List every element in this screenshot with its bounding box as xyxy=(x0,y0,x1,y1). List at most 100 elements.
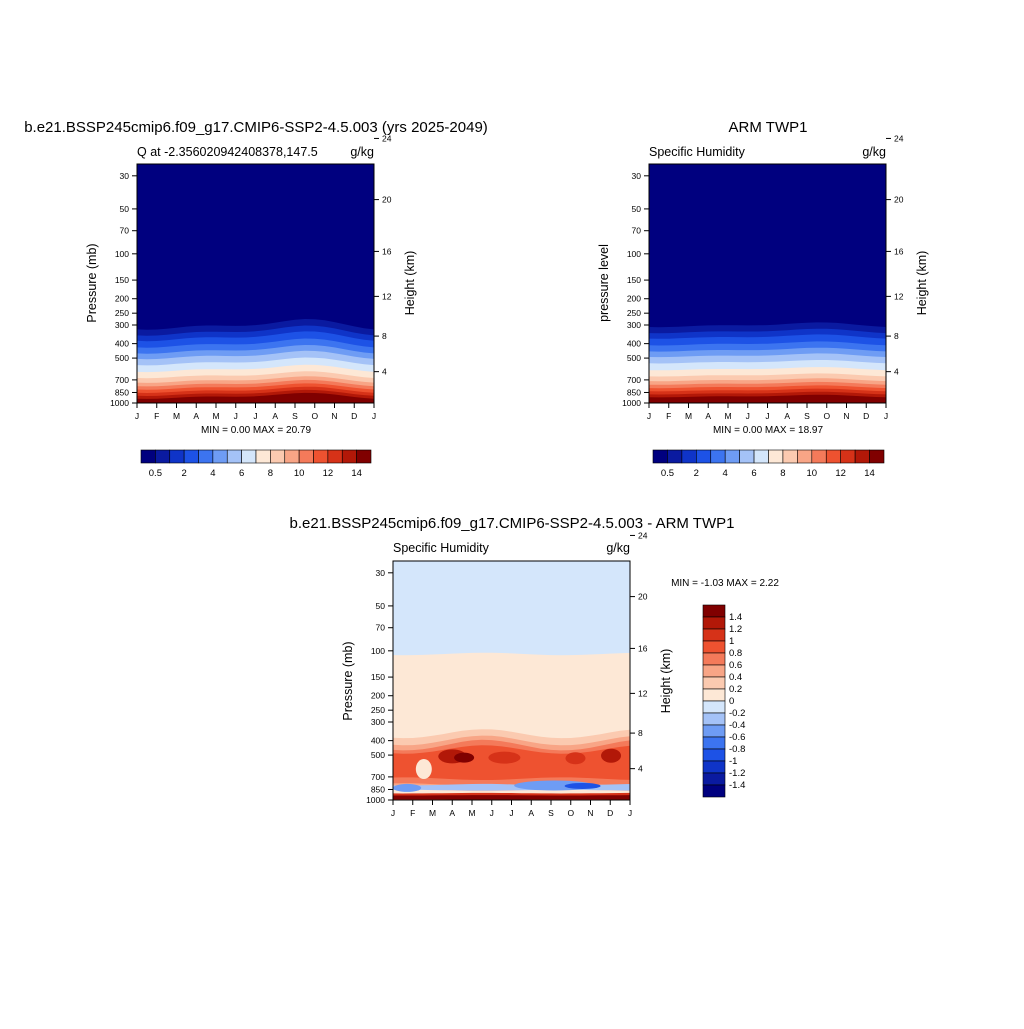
pressure-tick-label: 100 xyxy=(115,249,129,259)
colorbar-label: 6 xyxy=(751,468,756,479)
colorbar-box xyxy=(768,449,784,464)
colorbar-box xyxy=(652,449,668,464)
colorbar-box xyxy=(183,449,199,464)
colorbar-label: 0.2 xyxy=(729,684,742,695)
month-tick-label: J xyxy=(746,411,750,421)
month-tick-label: M xyxy=(468,808,475,818)
panel-2-contour-field xyxy=(649,164,886,403)
month-tick-label: M xyxy=(685,411,692,421)
month-tick-label: N xyxy=(587,808,593,818)
pressure-tick-label: 50 xyxy=(376,601,386,611)
panel-2-height-axis: 24 20 16 12 8 4 xyxy=(886,133,904,377)
colorbar-label: 12 xyxy=(835,468,846,479)
diff-blob xyxy=(415,759,432,780)
pressure-tick-label: 300 xyxy=(627,320,641,330)
panel-2-colorbar: 0.5 2 4 6 8 10 12 14 xyxy=(652,449,885,479)
panel-2-title: ARM TWP1 xyxy=(729,119,808,136)
colorbar-label: 2 xyxy=(181,468,186,479)
diff-blob xyxy=(601,748,622,763)
month-tick-label: M xyxy=(429,808,436,818)
panel-3: b.e21.BSSP245cmip6.f09_g17.CMIP6-SSP2-4.… xyxy=(290,515,780,818)
height-tick-label: 8 xyxy=(894,331,899,341)
pressure-tick-label: 70 xyxy=(120,226,130,236)
colorbar-box xyxy=(702,628,726,642)
pressure-tick-label: 200 xyxy=(115,294,129,304)
pressure-tick-label: 250 xyxy=(371,705,385,715)
month-tick-label: N xyxy=(331,411,337,421)
colorbar-label: -1 xyxy=(729,756,737,767)
pressure-tick-label: 1000 xyxy=(622,398,641,408)
height-tick-label: 12 xyxy=(894,291,904,301)
pressure-tick-label: 850 xyxy=(627,387,641,397)
pressure-tick-label: 850 xyxy=(371,784,385,794)
colorbar-box xyxy=(869,449,885,464)
diff-blob xyxy=(565,752,586,765)
colorbar-box xyxy=(270,449,286,464)
height-tick-label: 4 xyxy=(382,367,387,377)
colorbar-label: 4 xyxy=(210,468,215,479)
month-tick-label: A xyxy=(193,411,199,421)
colorbar-box xyxy=(341,449,357,464)
height-tick-label: 20 xyxy=(894,195,904,205)
colorbar-box xyxy=(739,449,755,464)
colorbar-box xyxy=(313,449,329,464)
colorbar-box xyxy=(710,449,726,464)
colorbar-box xyxy=(702,640,726,654)
colorbar-box xyxy=(753,449,769,464)
month-tick-label: J xyxy=(647,411,651,421)
month-tick-label: J xyxy=(372,411,376,421)
month-tick-label: A xyxy=(528,808,534,818)
pressure-tick-label: 1000 xyxy=(366,795,385,805)
colorbar-box xyxy=(241,449,257,464)
month-tick-label: M xyxy=(173,411,180,421)
pressure-tick-label: 70 xyxy=(632,226,642,236)
colorbar-label: 1 xyxy=(729,636,734,647)
colorbar-box xyxy=(854,449,870,464)
height-tick-label: 24 xyxy=(894,133,904,143)
colorbar-box xyxy=(140,449,156,464)
pressure-tick-label: 500 xyxy=(627,353,641,363)
pressure-tick-label: 50 xyxy=(632,204,642,214)
colorbar-box xyxy=(825,449,841,464)
month-tick-label: F xyxy=(666,411,671,421)
height-tick-label: 24 xyxy=(382,133,392,143)
month-tick-label: F xyxy=(154,411,159,421)
colorbar-box xyxy=(702,664,726,678)
height-tick-label: 16 xyxy=(382,246,392,256)
pressure-tick-label: 400 xyxy=(115,339,129,349)
panel-1-left-string: Q at -2.356020942408378,147.5 xyxy=(137,145,318,159)
colorbar-label: 8 xyxy=(268,468,273,479)
month-tick-label: O xyxy=(567,808,574,818)
month-tick-label: M xyxy=(212,411,219,421)
panel-1: b.e21.BSSP245cmip6.f09_g17.CMIP6-SSP2-4.… xyxy=(24,119,488,479)
colorbar-label: 0 xyxy=(729,696,734,707)
colorbar-label: -0.6 xyxy=(729,732,745,743)
colorbar-label: 0.5 xyxy=(149,468,162,479)
colorbar-box xyxy=(155,449,171,464)
diff-blob xyxy=(488,751,521,764)
month-tick-label: M xyxy=(724,411,731,421)
month-tick-label: J xyxy=(234,411,238,421)
pressure-tick-label: 400 xyxy=(627,339,641,349)
colorbar-box xyxy=(702,616,726,630)
pressure-tick-label: 250 xyxy=(627,308,641,318)
height-tick-label: 24 xyxy=(638,530,648,540)
panel-2-y2label: Height (km) xyxy=(915,251,929,316)
height-tick-label: 12 xyxy=(382,291,392,301)
pressure-tick-label: 100 xyxy=(371,646,385,656)
month-tick-label: O xyxy=(823,411,830,421)
month-tick-label: J xyxy=(253,411,257,421)
colorbar-box xyxy=(702,736,726,750)
panel-2: ARM TWP1 Specific Humidity g/kg 30 50 70 10… xyxy=(597,119,929,479)
colorbar-box xyxy=(811,449,827,464)
colorbar-label: -1.4 xyxy=(729,780,745,791)
pressure-tick-label: 700 xyxy=(627,375,641,385)
pressure-tick-label: 300 xyxy=(115,320,129,330)
panel-1-right-string: g/kg xyxy=(350,145,374,159)
pressure-tick-label: 700 xyxy=(371,772,385,782)
colorbar-label: 0.5 xyxy=(661,468,674,479)
colorbar-box xyxy=(702,724,726,738)
month-tick-label: N xyxy=(843,411,849,421)
colorbar-box xyxy=(212,449,228,464)
